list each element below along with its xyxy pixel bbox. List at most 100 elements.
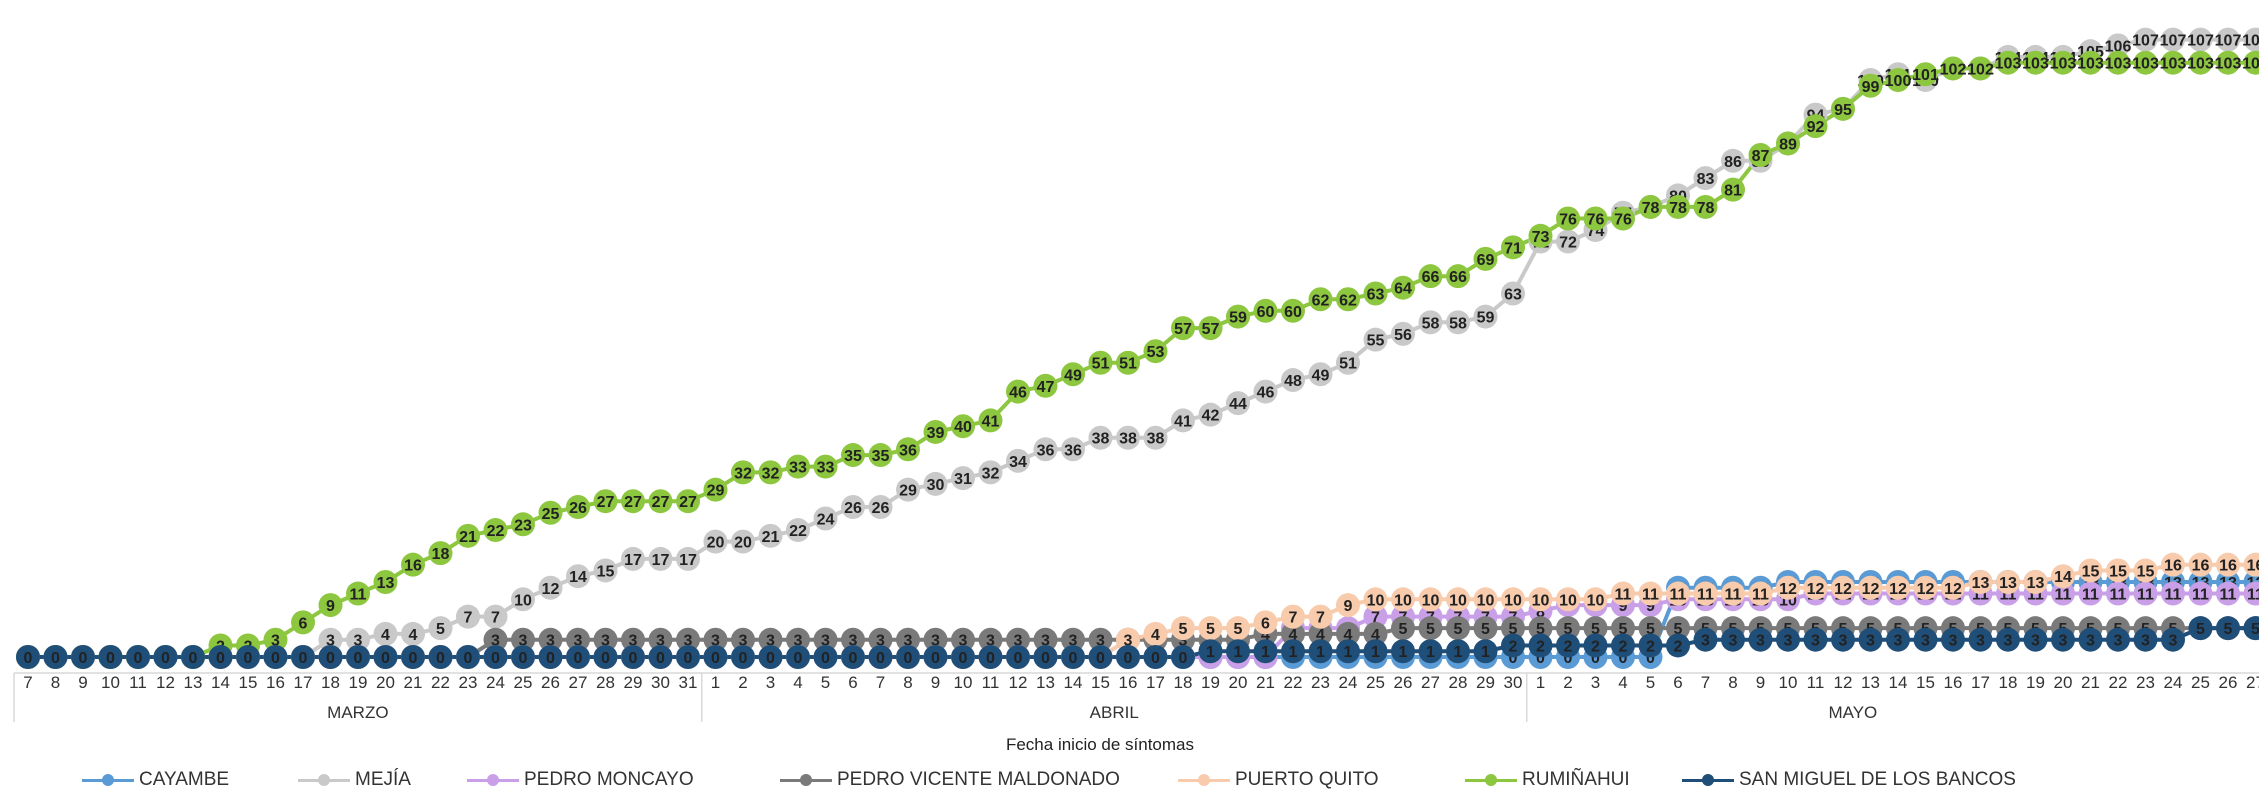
data-point bbox=[1693, 194, 1718, 219]
data-point bbox=[1171, 408, 1195, 433]
data-point bbox=[373, 569, 398, 594]
data-point bbox=[1638, 616, 1663, 641]
data-point bbox=[703, 477, 728, 502]
data-point bbox=[1556, 229, 1580, 254]
x-tick-label: 22 bbox=[431, 673, 450, 692]
data-label: 92 bbox=[1807, 119, 1825, 136]
x-tick-label: 19 bbox=[2026, 673, 2045, 692]
data-label: 0 bbox=[1536, 650, 1545, 667]
x-tick-label: 21 bbox=[2081, 673, 2100, 692]
data-label: 76 bbox=[1587, 211, 1605, 228]
data-label: 3 bbox=[2059, 633, 2068, 650]
data-point bbox=[731, 645, 755, 669]
data-label: 7 bbox=[1371, 610, 1380, 627]
data-point bbox=[2243, 50, 2259, 75]
data-label: 3 bbox=[711, 633, 720, 650]
data-point bbox=[2216, 50, 2240, 75]
data-label: 0 bbox=[1096, 650, 1105, 667]
data-point bbox=[1336, 287, 1360, 312]
data-label: 5 bbox=[2251, 621, 2259, 638]
data-label: 3 bbox=[491, 633, 500, 650]
data-label: 16 bbox=[2247, 558, 2259, 575]
data-label: 0 bbox=[1041, 650, 1050, 667]
data-label: 1 bbox=[1426, 644, 1435, 661]
x-tick-label: 6 bbox=[848, 673, 857, 692]
data-label: 7 bbox=[491, 610, 500, 627]
x-tick-label: 29 bbox=[624, 673, 643, 692]
data-point bbox=[1556, 633, 1580, 658]
data-point bbox=[483, 645, 508, 669]
data-label: 10 bbox=[1587, 592, 1605, 609]
data-point bbox=[676, 645, 700, 669]
data-label: 103 bbox=[1995, 56, 2022, 73]
data-label: 0 bbox=[739, 650, 748, 667]
x-tick-label: 15 bbox=[1916, 673, 1935, 692]
data-label: 13 bbox=[1972, 575, 1990, 592]
data-point bbox=[2161, 50, 2185, 75]
data-label: 0 bbox=[271, 650, 280, 667]
data-point bbox=[841, 645, 865, 669]
data-point bbox=[1776, 575, 1800, 600]
data-point bbox=[1281, 639, 1305, 664]
data-point bbox=[1556, 616, 1580, 641]
x-tick-label: 29 bbox=[1476, 673, 1495, 692]
data-label: 0 bbox=[656, 650, 665, 667]
x-tick-label: 25 bbox=[1366, 673, 1385, 692]
x-tick-label: 30 bbox=[1504, 673, 1523, 692]
data-point bbox=[1666, 616, 1690, 641]
data-label: 24 bbox=[817, 512, 835, 529]
data-point bbox=[1556, 587, 1580, 612]
series-line bbox=[28, 37, 2259, 659]
data-label: 0 bbox=[244, 650, 253, 667]
data-label: 12 bbox=[542, 581, 560, 598]
data-point bbox=[1501, 616, 1525, 641]
data-label: 106 bbox=[2105, 38, 2132, 55]
data-point bbox=[1391, 587, 1415, 612]
data-point bbox=[593, 645, 618, 669]
data-point bbox=[43, 645, 68, 669]
data-label: 16 bbox=[2164, 558, 2182, 575]
x-tick-label: 4 bbox=[1618, 673, 1627, 692]
data-label: 5 bbox=[1646, 621, 1655, 638]
x-tick-label: 24 bbox=[1339, 673, 1358, 692]
data-point bbox=[2106, 627, 2130, 652]
x-tick-label: 14 bbox=[211, 673, 230, 692]
data-label: 38 bbox=[1119, 431, 1137, 448]
data-label: 11 bbox=[2137, 587, 2154, 604]
data-point bbox=[1363, 604, 1388, 629]
data-label: 2 bbox=[1619, 638, 1628, 655]
x-tick-label: 19 bbox=[349, 673, 368, 692]
data-label: 1 bbox=[1344, 644, 1353, 661]
data-label: 103 bbox=[2187, 56, 2214, 73]
data-label: 14 bbox=[569, 569, 587, 586]
data-label: 3 bbox=[271, 633, 280, 650]
x-tick-label: 8 bbox=[1728, 673, 1737, 692]
data-point bbox=[428, 616, 453, 641]
x-tick-label: 24 bbox=[2164, 673, 2183, 692]
legend-swatch bbox=[1465, 770, 1517, 790]
x-tick-label: 19 bbox=[1201, 673, 1220, 692]
data-point bbox=[346, 581, 370, 606]
data-point bbox=[1446, 616, 1470, 641]
data-point bbox=[1583, 633, 1608, 658]
data-point bbox=[1391, 275, 1415, 300]
data-label: 41 bbox=[1174, 413, 1192, 430]
data-label: 22 bbox=[789, 523, 807, 540]
data-label: 21 bbox=[762, 529, 780, 546]
data-point bbox=[868, 627, 893, 652]
data-label: 5 bbox=[1454, 621, 1463, 638]
data-point bbox=[2161, 27, 2185, 52]
data-label: 0 bbox=[79, 650, 88, 667]
data-label: 8 bbox=[1536, 604, 1545, 621]
data-label: 12 bbox=[1917, 581, 1935, 598]
data-point bbox=[401, 645, 425, 669]
data-label: 0 bbox=[1509, 650, 1518, 667]
data-label: 35 bbox=[872, 448, 890, 465]
data-label: 1 bbox=[1399, 644, 1408, 661]
data-point bbox=[1363, 621, 1388, 646]
data-point bbox=[1996, 569, 2020, 594]
data-point bbox=[758, 460, 783, 485]
x-tick-label: 21 bbox=[1256, 673, 1275, 692]
x-tick-label: 18 bbox=[1999, 673, 2018, 692]
data-label: 107 bbox=[2187, 33, 2214, 50]
